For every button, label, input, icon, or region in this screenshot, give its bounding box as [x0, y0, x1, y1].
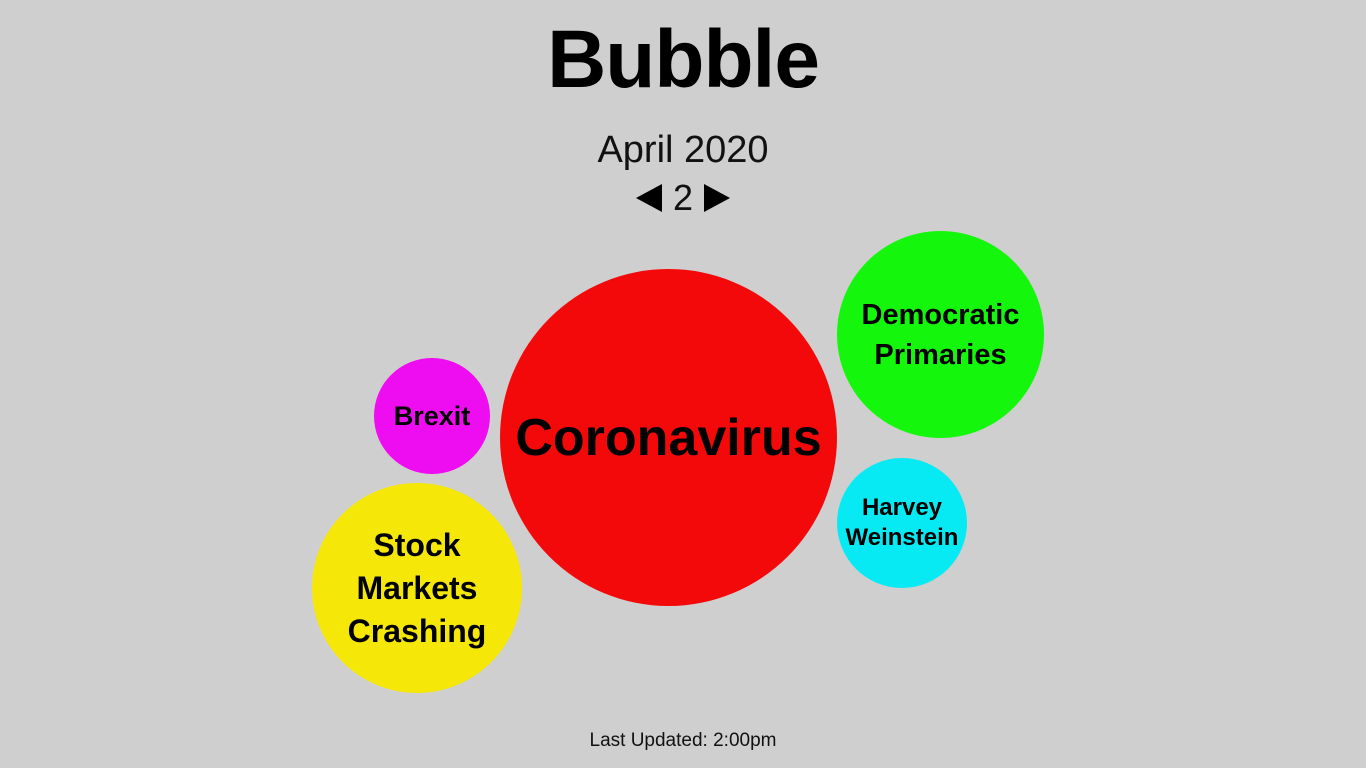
bubble-democratic-primaries[interactable]: Democratic Primaries [837, 231, 1044, 438]
bubble-harvey-weinstein[interactable]: Harvey Weinstein [837, 458, 967, 588]
page-number: 2 [672, 177, 694, 218]
date-label: April 2020 [597, 129, 769, 171]
prev-page-button[interactable] [635, 184, 663, 212]
bubble-brexit[interactable]: Brexit [374, 358, 490, 474]
bubble-label: Brexit [393, 401, 471, 431]
bubble-label: Stock Markets Crashing [347, 526, 487, 649]
last-updated-text: Last Updated: 2:00pm [589, 730, 777, 751]
bubble-stock-markets-crashing[interactable]: Stock Markets Crashing [312, 483, 522, 693]
bubble-label: Coronavirus [515, 408, 822, 467]
page-navigator: 2 [0, 176, 1366, 220]
next-page-button[interactable] [703, 184, 731, 212]
bubble-coronavirus[interactable]: Coronavirus [500, 269, 837, 606]
app-title: Bubble [547, 14, 820, 105]
bubble-label: Harvey Weinstein [845, 494, 959, 551]
triangle-left-icon [635, 184, 662, 212]
bubble-label: Democratic Primaries [861, 298, 1020, 371]
triangle-right-icon [704, 184, 731, 212]
